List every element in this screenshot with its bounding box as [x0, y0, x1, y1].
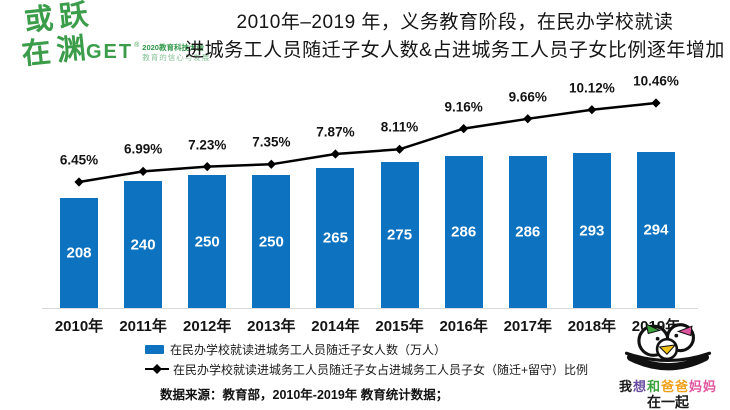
bar-value-label: 286 — [515, 223, 541, 241]
bar-value-label: 250 — [194, 233, 220, 250]
x-axis-tick-label: 2011年 — [119, 318, 167, 335]
bar — [188, 175, 227, 308]
data-source-note: 数据来源：教育部，2010年-2019年 教育统计数据； — [160, 388, 449, 402]
logo-tagline-2: 教育的信心与发展 — [142, 52, 211, 62]
line-point-label: 9.66% — [508, 89, 547, 105]
bar — [508, 156, 547, 308]
line-point-label: 7.35% — [252, 134, 291, 150]
x-axis-tick-label: 2015年 — [375, 318, 424, 335]
x-axis-tick-label: 2010年 — [54, 318, 104, 335]
birds-nest-icon — [624, 323, 712, 371]
line-point-label: 6.99% — [123, 141, 163, 157]
x-axis-tick-label: 2018年 — [567, 318, 617, 335]
bar — [316, 168, 355, 308]
bar — [60, 198, 98, 308]
bar — [572, 153, 611, 308]
bar-value-label: 275 — [387, 226, 413, 244]
chart-title: 2010年–2019 年，义务教育阶段，在民办学校就读 进城务工人员随迁子女人数… — [180, 9, 730, 65]
x-axis-tick-label: 2013年 — [247, 318, 296, 335]
bar-value-label: 293 — [579, 222, 605, 239]
x-axis-tick-label: 2016年 — [439, 318, 488, 335]
bar — [252, 175, 291, 308]
mascot-text-line2: 在一起 — [647, 394, 689, 410]
line-point-label: 9.16% — [444, 99, 483, 115]
legend-bar-swatch — [145, 344, 164, 354]
line-point-label: 8.11% — [380, 119, 419, 135]
bar — [124, 181, 163, 308]
bar-value-label: 265 — [322, 229, 348, 247]
logo-tagline-1: 2020教育科技大会 — [142, 43, 204, 52]
line-point-label: 6.45% — [59, 152, 99, 168]
x-axis-tick-label: 2014年 — [311, 318, 360, 335]
bar-value-label: 294 — [643, 221, 669, 239]
line-point-label: 7.23% — [188, 137, 227, 153]
bar-value-label: 208 — [66, 244, 92, 262]
legend-bar-label: 在民办学校就读进城务工人员随迁子女人数（万人） — [170, 342, 447, 357]
legend-item-line: 在民办学校就读进城务工人员随迁子女占进城务工人员子女（随迁+留守）比例 — [145, 359, 588, 379]
x-axis-tick-label: 2012年 — [183, 318, 232, 335]
logo-get-block: GET ® 2020教育科技大会 教育的信心与发展 — [86, 42, 210, 62]
chart-title-line1: 2010年–2019 年，义务教育阶段，在民办学校就读 — [236, 12, 674, 33]
line-point-label: 10.12% — [568, 80, 615, 96]
bar — [444, 156, 483, 308]
legend-line-label: 在民办学校就读进城务工人员随迁子女占进城务工人员子女（随迁+留守）比例 — [173, 362, 589, 377]
registered-mark-icon: ® — [134, 42, 140, 49]
chart-title-line2: 进城务工人员随迁子女人数&占进城务工人员子女比例逐年增加 — [185, 40, 725, 61]
legend-line-swatch — [145, 364, 169, 374]
logo-get-text: GET — [86, 41, 134, 63]
mascot-badge: 我想和爸爸妈妈 在一起 — [612, 320, 724, 410]
bar — [637, 152, 675, 308]
x-axis-tick-label: 2017年 — [503, 318, 552, 335]
bar-value-label: 250 — [258, 233, 284, 250]
event-logo: 或跃 在渊 GET ® 2020教育科技大会 教育的信心与发展 — [12, 0, 209, 88]
bar — [380, 162, 419, 308]
legend-item-bar: 在民办学校就读进城务工人员随迁子女人数（万人） — [145, 339, 588, 359]
line-point-label: 7.87% — [316, 124, 355, 140]
legend: 在民办学校就读进城务工人员随迁子女人数（万人） 在民办学校就读进城务工人员随迁子… — [145, 339, 588, 379]
x-axis-line — [42, 308, 698, 309]
line-point-label: 10.46% — [633, 73, 679, 89]
mascot-text-line1: 我想和爸爸妈妈 — [618, 379, 718, 394]
bar-value-label: 286 — [451, 223, 477, 241]
bar-value-label: 240 — [130, 236, 156, 253]
